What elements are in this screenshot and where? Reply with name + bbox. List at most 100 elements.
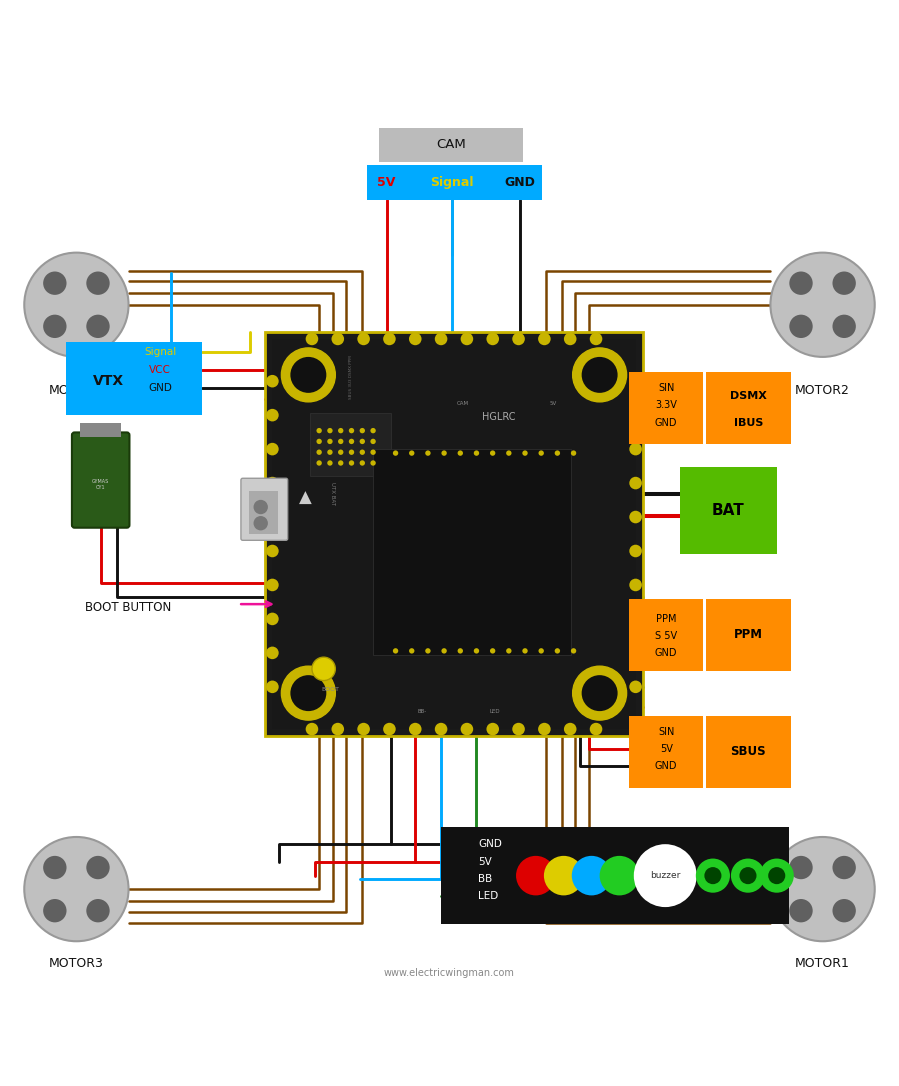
Circle shape: [357, 723, 369, 735]
Circle shape: [435, 723, 448, 735]
FancyBboxPatch shape: [272, 339, 636, 729]
Circle shape: [332, 723, 344, 735]
Text: BOOT: BOOT: [321, 687, 339, 692]
Circle shape: [832, 899, 856, 922]
Circle shape: [292, 358, 325, 391]
Text: UTX BAT: UTX BAT: [330, 482, 335, 505]
Text: 5V: 5V: [478, 857, 492, 867]
Circle shape: [24, 253, 129, 357]
Text: VTX: VTX: [93, 375, 124, 388]
Circle shape: [349, 439, 354, 444]
Circle shape: [360, 460, 365, 466]
Circle shape: [789, 899, 813, 922]
Circle shape: [629, 681, 642, 693]
Circle shape: [357, 332, 369, 345]
Circle shape: [458, 648, 463, 654]
Circle shape: [43, 899, 67, 922]
Circle shape: [425, 648, 431, 654]
Circle shape: [760, 859, 794, 893]
Circle shape: [281, 348, 335, 402]
Text: GND: GND: [148, 383, 172, 393]
Text: BB-: BB-: [418, 708, 427, 714]
Text: MOTOR2: MOTOR2: [795, 383, 850, 396]
Circle shape: [327, 439, 333, 444]
Circle shape: [338, 450, 343, 455]
Circle shape: [266, 443, 279, 455]
FancyBboxPatch shape: [66, 342, 202, 415]
Text: 5V: 5V: [549, 401, 556, 406]
Text: 5V: 5V: [378, 176, 396, 189]
Circle shape: [349, 460, 354, 466]
Text: buzzer: buzzer: [650, 871, 681, 880]
Text: GND: GND: [654, 647, 678, 658]
Circle shape: [600, 856, 639, 896]
FancyBboxPatch shape: [72, 432, 129, 528]
Circle shape: [572, 856, 611, 896]
Circle shape: [312, 657, 335, 681]
Circle shape: [43, 856, 67, 880]
Text: SBUS 3U3 DSMX PPM: SBUS 3U3 DSMX PPM: [349, 355, 352, 399]
Circle shape: [474, 451, 479, 456]
Circle shape: [266, 646, 279, 659]
Circle shape: [86, 856, 110, 880]
Circle shape: [338, 439, 343, 444]
Circle shape: [266, 613, 279, 626]
Circle shape: [544, 856, 583, 896]
FancyBboxPatch shape: [249, 491, 278, 534]
Text: SIN: SIN: [658, 383, 674, 393]
FancyBboxPatch shape: [441, 828, 789, 924]
Circle shape: [705, 867, 722, 884]
Circle shape: [349, 450, 354, 455]
Circle shape: [383, 332, 396, 345]
Circle shape: [327, 450, 333, 455]
Text: ▲: ▲: [299, 489, 312, 507]
Circle shape: [573, 666, 627, 720]
Circle shape: [512, 723, 525, 735]
Circle shape: [460, 723, 473, 735]
Circle shape: [338, 428, 343, 433]
Circle shape: [522, 648, 528, 654]
FancyBboxPatch shape: [367, 165, 542, 200]
Circle shape: [583, 677, 616, 709]
Circle shape: [349, 428, 354, 433]
Circle shape: [583, 358, 616, 391]
Circle shape: [573, 666, 627, 720]
Circle shape: [393, 648, 398, 654]
Circle shape: [564, 332, 576, 345]
Circle shape: [409, 648, 414, 654]
Circle shape: [409, 451, 414, 456]
Circle shape: [370, 460, 376, 466]
Circle shape: [316, 439, 322, 444]
Text: CAM: CAM: [457, 401, 469, 406]
Text: SBUS: SBUS: [731, 745, 766, 758]
Circle shape: [629, 408, 642, 421]
Text: GND: GND: [504, 176, 535, 189]
Text: 3.3V: 3.3V: [655, 401, 677, 411]
Circle shape: [474, 648, 479, 654]
Circle shape: [490, 648, 495, 654]
Text: HGLRC: HGLRC: [482, 413, 516, 422]
Circle shape: [283, 350, 334, 400]
Circle shape: [266, 681, 279, 693]
Circle shape: [629, 545, 642, 557]
Circle shape: [306, 332, 318, 345]
Text: MOTOR1: MOTOR1: [795, 958, 850, 971]
FancyBboxPatch shape: [706, 716, 791, 787]
Circle shape: [254, 516, 268, 530]
Text: PPM: PPM: [734, 628, 763, 641]
Text: GYMAS
OY1: GYMAS OY1: [92, 479, 110, 490]
Text: 5V: 5V: [660, 744, 672, 754]
Circle shape: [506, 451, 512, 456]
Circle shape: [266, 579, 279, 591]
Circle shape: [435, 332, 448, 345]
Circle shape: [281, 666, 335, 720]
Circle shape: [306, 723, 318, 735]
Circle shape: [409, 332, 422, 345]
Circle shape: [832, 272, 856, 295]
Circle shape: [768, 867, 786, 884]
Circle shape: [370, 450, 376, 455]
Circle shape: [458, 451, 463, 456]
Circle shape: [316, 450, 322, 455]
Circle shape: [316, 460, 322, 466]
Circle shape: [539, 332, 551, 345]
